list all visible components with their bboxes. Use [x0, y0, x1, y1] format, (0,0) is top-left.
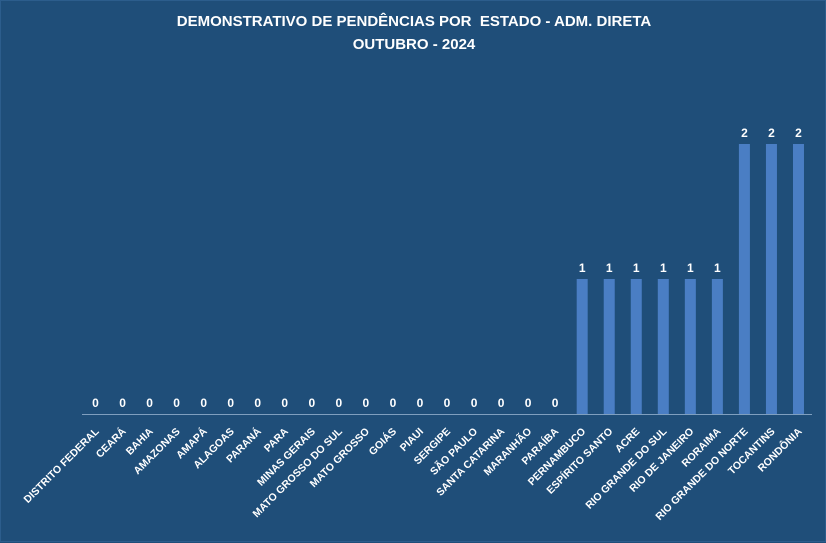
data-label: 0	[444, 396, 451, 410]
data-label: 0	[498, 396, 505, 410]
data-label: 0	[200, 396, 207, 410]
data-label: 0	[146, 396, 153, 410]
data-label: 0	[227, 396, 234, 410]
bar	[738, 144, 750, 414]
chart-title: DEMONSTRATIVO DE PENDÊNCIAS POR ESTADO -…	[176, 13, 652, 30]
data-label: 0	[173, 396, 180, 410]
data-label: 0	[92, 396, 99, 410]
data-label: 0	[390, 396, 397, 410]
bar	[684, 279, 696, 414]
data-label: 0	[417, 396, 424, 410]
bar	[603, 279, 615, 414]
data-label: 0	[525, 396, 532, 410]
bar	[630, 279, 642, 414]
bar	[792, 144, 804, 414]
category-label: DISTRITO FEDERAL	[22, 425, 103, 506]
chart-subtitle: OUTUBRO - 2024	[352, 36, 476, 53]
bar	[711, 279, 723, 414]
bar	[576, 279, 588, 414]
data-label: 2	[741, 126, 748, 140]
data-label: 0	[281, 396, 288, 410]
data-label: 1	[606, 261, 613, 275]
data-label: 0	[552, 396, 559, 410]
bar	[765, 144, 777, 414]
data-label: 2	[795, 126, 802, 140]
data-label: 0	[336, 396, 343, 410]
category-label: CEARÁ	[93, 425, 129, 461]
data-label: 1	[633, 261, 640, 275]
data-label: 1	[687, 261, 694, 275]
bar	[657, 279, 669, 414]
data-label: 1	[660, 261, 667, 275]
data-label: 1	[714, 261, 721, 275]
category-label: GOIÁS	[366, 425, 399, 458]
data-label: 0	[363, 396, 370, 410]
data-label: 0	[254, 396, 261, 410]
data-label: 1	[579, 261, 586, 275]
data-label: 2	[768, 126, 775, 140]
data-label: 0	[308, 396, 315, 410]
data-label: 0	[471, 396, 478, 410]
data-label: 0	[119, 396, 126, 410]
